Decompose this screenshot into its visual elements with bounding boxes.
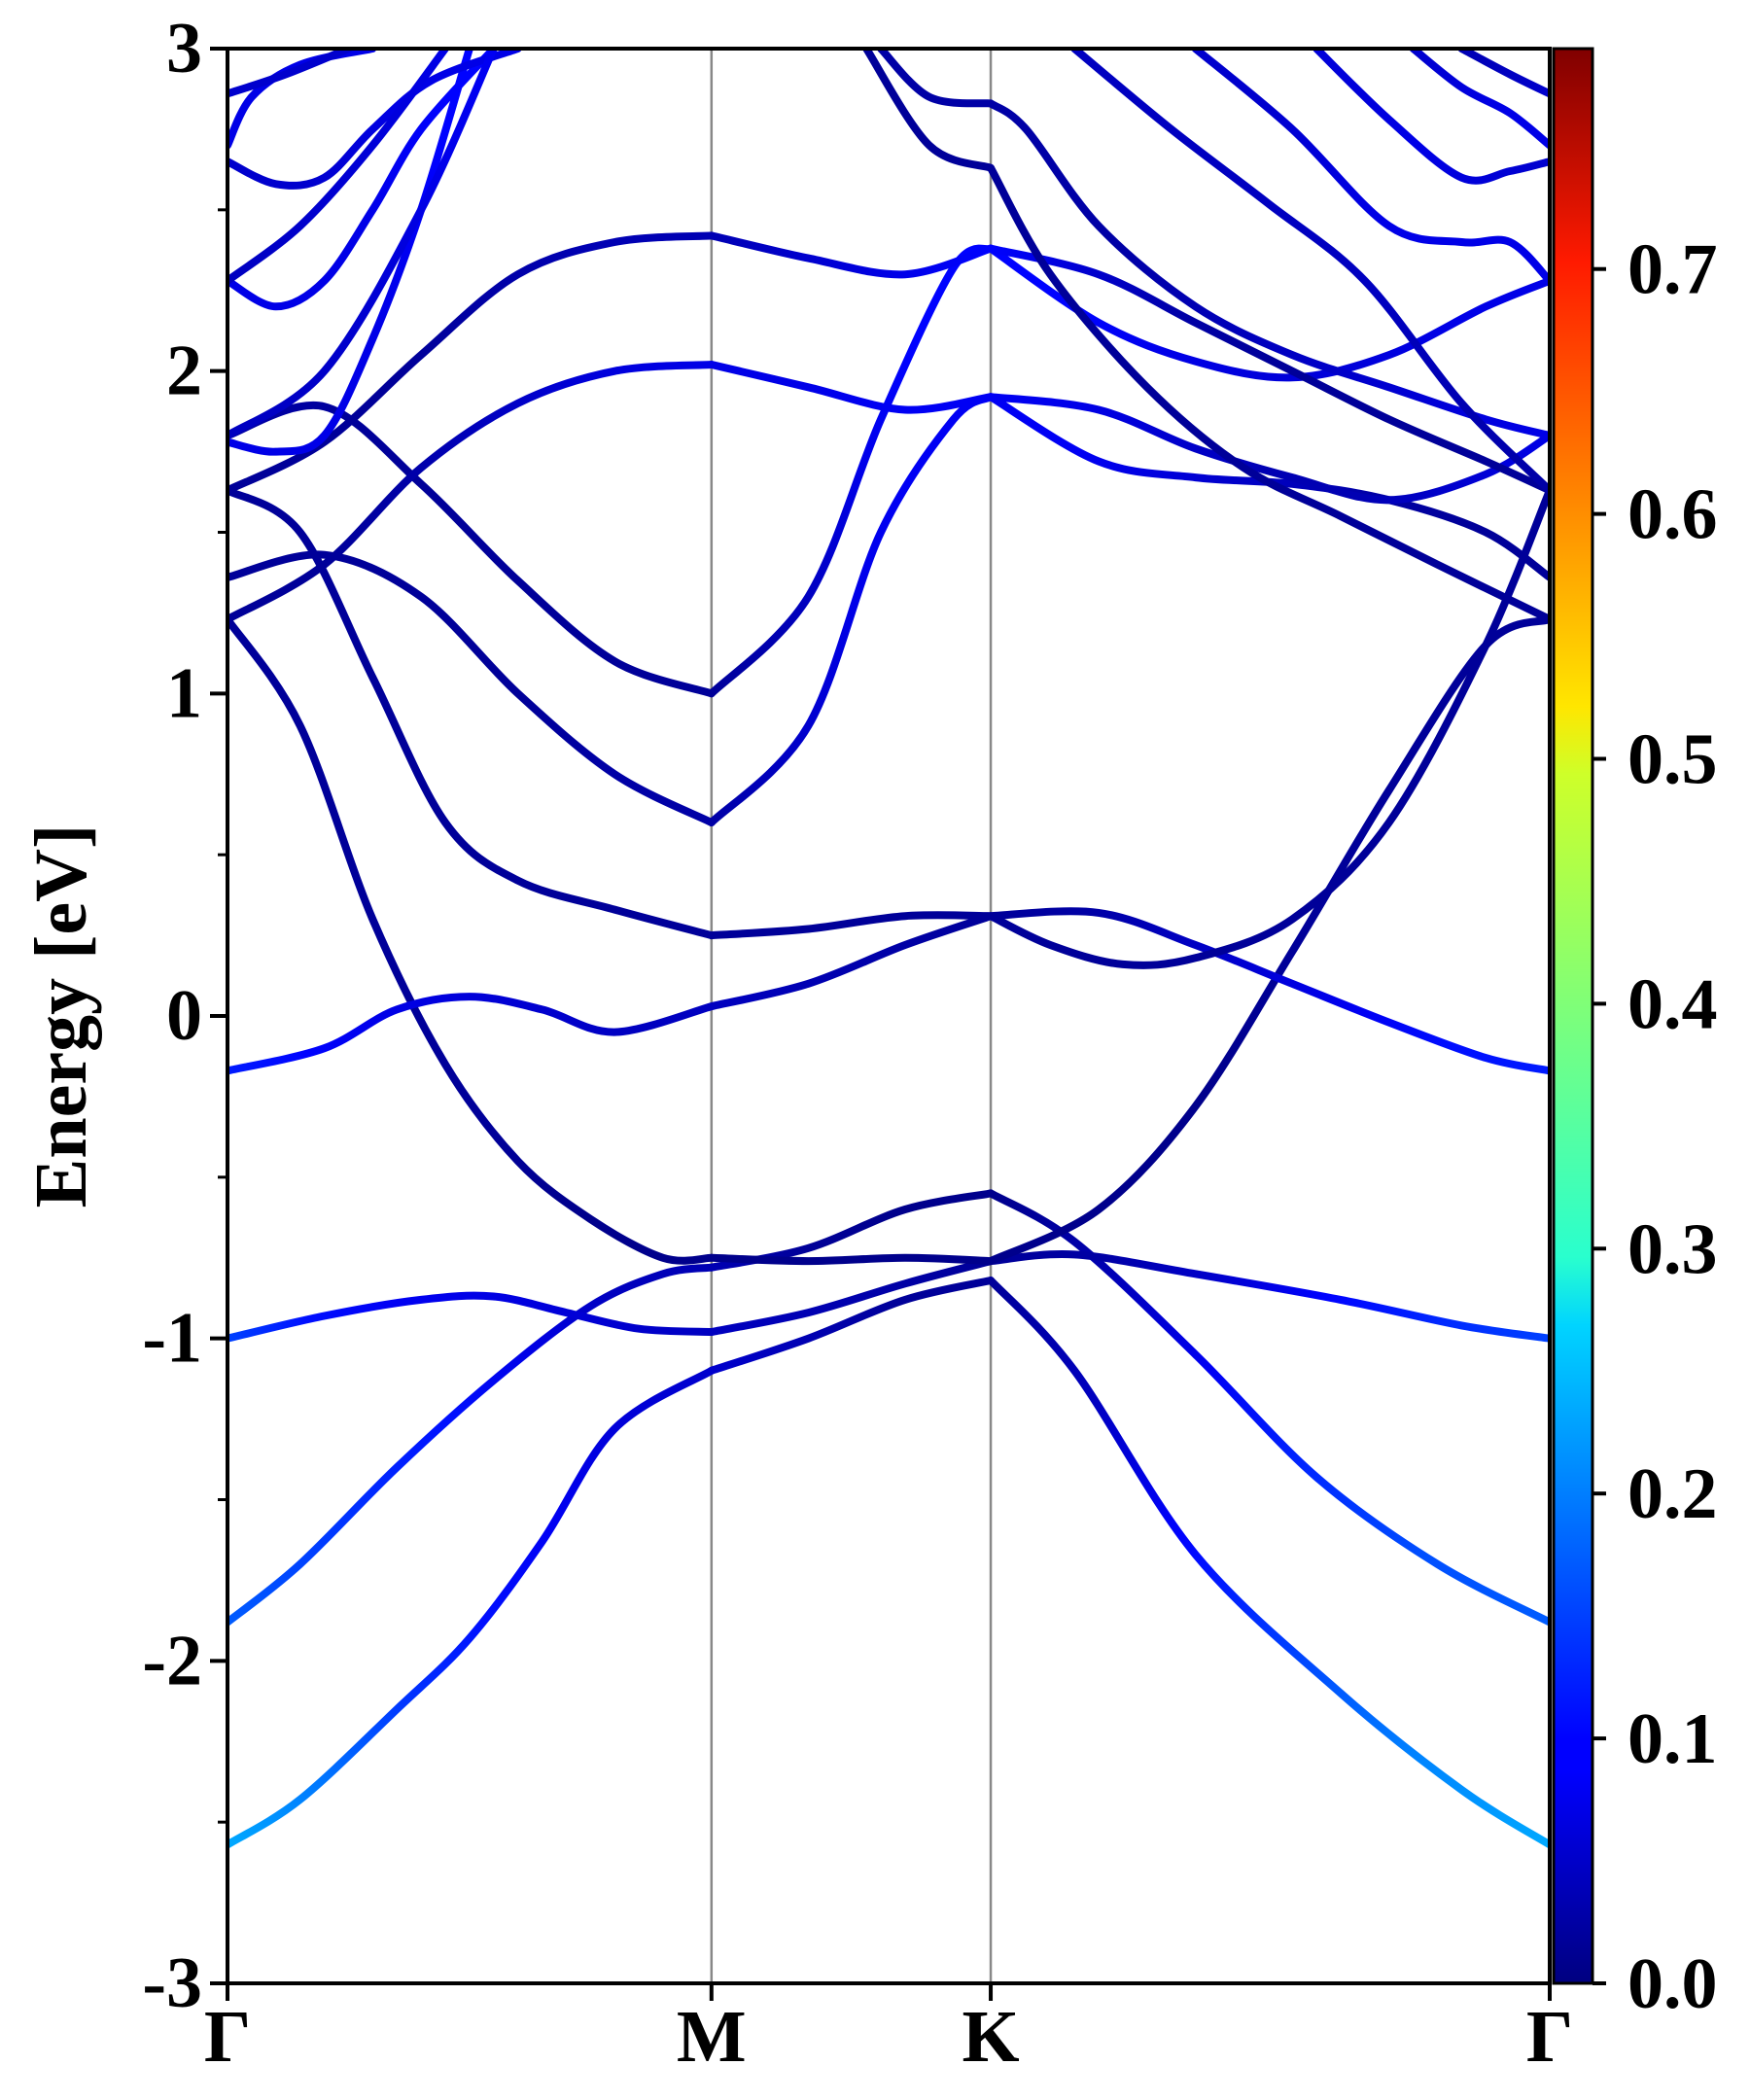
colorbar-tick-label: 0.7 — [1628, 230, 1718, 310]
band-segment — [987, 393, 1550, 581]
band-segment — [228, 1291, 716, 1343]
band-segment — [987, 1250, 1550, 1343]
band-segment — [228, 49, 449, 285]
band-segment — [228, 361, 716, 623]
band-segment — [987, 615, 1550, 1266]
colorbar: 0.0 0.1 0.2 0.3 0.4 0.5 0.6 0.7 — [1552, 47, 1718, 2024]
band-segment — [228, 993, 716, 1075]
colorbar-gradient — [1552, 47, 1594, 1985]
band-segment — [987, 1277, 1550, 1849]
y-tick-label: 3 — [166, 9, 202, 88]
y-tick-label: -3 — [142, 1943, 202, 2023]
band-segment — [1312, 49, 1550, 185]
band-segment — [707, 1277, 995, 1375]
band-segment — [228, 1366, 716, 1849]
y-axis-label: Energy [eV] — [20, 824, 102, 1208]
colorbar-tick-label: 0.1 — [1628, 1699, 1718, 1779]
y-tick-label: 0 — [166, 976, 202, 1056]
x-tick-label-K: K — [962, 1996, 1019, 2078]
band-segment — [1191, 49, 1550, 285]
band-segment — [862, 49, 995, 172]
y-tick-label: 1 — [166, 653, 202, 733]
band-segment — [707, 361, 995, 414]
band-segment — [707, 911, 995, 940]
band-segment — [707, 1253, 995, 1266]
band-segment — [1070, 49, 1550, 495]
band-segment — [228, 49, 353, 98]
colorbar-tick-label: 0.3 — [1628, 1209, 1718, 1289]
band-segment — [987, 907, 1550, 1075]
band-segment — [228, 1263, 716, 1627]
band-segment — [228, 615, 716, 1265]
band-segment — [228, 486, 716, 940]
band-segment — [987, 244, 1550, 382]
colorbar-tick-label: 0.5 — [1628, 720, 1718, 800]
y-tick-label: -2 — [142, 1621, 202, 1700]
band-segment — [707, 244, 995, 698]
band-segment — [707, 1257, 995, 1336]
band-segment — [987, 244, 1550, 495]
band-segment — [228, 401, 716, 698]
colorbar-tick-label: 0.0 — [1628, 1944, 1718, 2024]
y-tick-label: 2 — [166, 332, 202, 411]
band-segment — [228, 49, 377, 150]
band-segment — [987, 99, 1550, 439]
x-tick-label-M: M — [677, 1996, 747, 2078]
band-segment — [707, 912, 995, 1011]
band-segment — [877, 49, 995, 108]
band-segment — [987, 163, 1550, 623]
y-axis-ticks: -3 -2 -1 0 1 2 3 — [142, 9, 228, 2023]
y-tick-label: -1 — [142, 1299, 202, 1379]
kpath-divider-lines — [710, 49, 993, 1983]
colorbar-tick-label: 0.2 — [1628, 1454, 1718, 1534]
band-segment — [1457, 49, 1550, 98]
band-segment — [1409, 49, 1550, 150]
plot-frame — [226, 47, 1552, 1985]
band-segment — [228, 49, 473, 456]
band-segment — [228, 49, 522, 190]
colorbar-tick-label: 0.4 — [1628, 964, 1718, 1044]
band-segment — [228, 49, 498, 311]
band-segment — [228, 550, 716, 826]
band-segment — [987, 393, 1550, 505]
band-segment — [228, 49, 498, 439]
band-segment — [987, 486, 1550, 969]
band-segment — [707, 393, 995, 826]
colorbar-tick-label: 0.6 — [1628, 475, 1718, 555]
band-segment — [987, 1189, 1550, 1627]
bands-group — [228, 49, 1550, 1849]
x-tick-label-Γ: Γ — [1526, 1996, 1573, 2078]
band-segment — [707, 231, 995, 279]
x-tick-label-Γ: Γ — [204, 1996, 251, 2078]
